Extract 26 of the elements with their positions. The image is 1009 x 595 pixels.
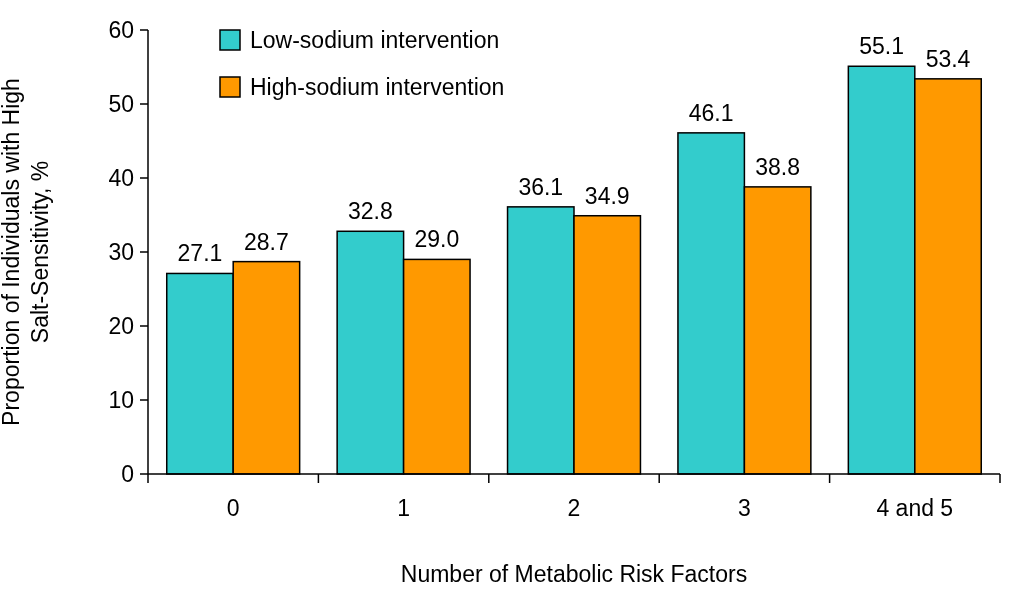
data-label: 32.8 [347, 198, 393, 225]
x-tick-label: 1 [397, 495, 410, 521]
y-tick-label: 30 [108, 239, 134, 266]
x-tick-label: 2 [567, 495, 581, 521]
data-label: 27.1 [177, 240, 223, 267]
data-label: 55.1 [859, 33, 904, 60]
y-tick-label: 40 [108, 165, 134, 192]
x-tick-label: 3 [738, 495, 751, 521]
data-label: 46.1 [688, 99, 734, 126]
data-label: 53.4 [925, 45, 971, 72]
y-tick-label: 60 [108, 17, 134, 44]
data-label: 38.8 [755, 153, 801, 180]
y-tick-label: 10 [108, 387, 134, 414]
x-tick-label: 0 [226, 495, 240, 521]
legend-label: High-sodium intervention [250, 74, 505, 101]
x-axis-title: Number of Metabolic Risk Factors [400, 561, 748, 587]
data-label: 34.9 [584, 182, 630, 209]
x-tick-label: 4 and 5 [876, 495, 954, 521]
y-tick-label: 0 [121, 461, 134, 488]
legend-label: Low-sodium intervention [250, 27, 500, 54]
data-label: 29.0 [414, 226, 460, 253]
data-label: 28.7 [244, 228, 289, 255]
data-label: 36.1 [518, 173, 564, 200]
y-tick-label: 20 [108, 313, 134, 340]
y-axis-title: Proportion of Individuals with High Salt-Sensitivity, % [0, 78, 53, 426]
y-tick-label: 50 [108, 91, 134, 118]
